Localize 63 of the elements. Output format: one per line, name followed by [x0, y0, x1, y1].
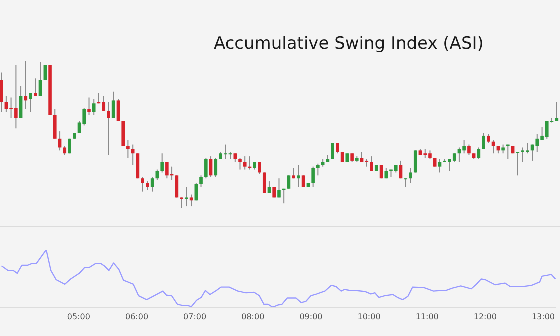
candlestick: [160, 153, 164, 174]
candlestick: [331, 142, 334, 160]
candlestick: [29, 92, 32, 113]
candlestick: [34, 78, 38, 97]
candlestick: [516, 152, 520, 176]
candlestick: [92, 98, 96, 116]
x-tick-label: 11:00: [416, 312, 439, 322]
x-tick-label: 06:00: [126, 312, 149, 322]
candlestick: [297, 164, 300, 188]
candlestick: [506, 144, 510, 160]
candlestick: [190, 194, 194, 208]
candlestick: [38, 62, 42, 97]
candlestick: [302, 175, 306, 188]
candlestick: [414, 150, 418, 174]
candlestick: [107, 102, 110, 156]
candlestick: [238, 158, 242, 170]
candlestick: [282, 188, 286, 204]
candlestick: [214, 158, 218, 178]
candlestick: [287, 175, 291, 190]
candlestick: [492, 140, 496, 154]
candlestick: [243, 156, 247, 170]
candlestick: [24, 60, 28, 110]
candlestick: [184, 186, 188, 208]
candlestick: [204, 158, 208, 180]
candlestick: [438, 158, 442, 174]
candlestick: [200, 175, 203, 188]
candlestick: [477, 147, 481, 160]
candlestick: [409, 168, 412, 184]
candlestick: [268, 181, 272, 194]
candlestick: [112, 91, 116, 119]
candlestick: [312, 166, 315, 188]
x-tick-label: 09:00: [300, 312, 323, 322]
x-tick-label: 08:00: [242, 312, 265, 322]
candlestick: [19, 85, 23, 119]
candlestick: [468, 144, 471, 156]
candlestick: [53, 109, 57, 140]
candlestick: [370, 156, 374, 172]
candlestick: [555, 102, 559, 122]
candlestick: [194, 182, 198, 202]
candlestick: [88, 97, 91, 116]
candlestick: [126, 140, 130, 159]
candlestick: [482, 132, 486, 150]
candlestick: [278, 178, 281, 198]
candlestick: [131, 144, 135, 166]
candlestick: [340, 152, 344, 163]
x-tick-label: 13:00: [532, 312, 556, 322]
candlestick: [316, 163, 320, 176]
candlestick: [0, 72, 4, 113]
candlestick: [209, 156, 213, 178]
chart-title: Accumulative Swing Index (ASI): [214, 34, 484, 54]
candlestick: [150, 176, 154, 192]
candlestick: [262, 172, 266, 194]
x-tick-label: 10:00: [358, 312, 381, 322]
candlestick: [116, 98, 120, 122]
candlestick: [404, 178, 408, 188]
candlestick: [141, 176, 144, 192]
x-tick-label: 05:00: [67, 312, 90, 322]
x-tick-label: 12:00: [474, 312, 497, 322]
candlestick: [248, 156, 252, 170]
x-tick-label: 07:00: [184, 312, 207, 322]
candlestick: [360, 152, 364, 163]
candlestick: [175, 175, 179, 198]
candlestick: [180, 197, 184, 208]
